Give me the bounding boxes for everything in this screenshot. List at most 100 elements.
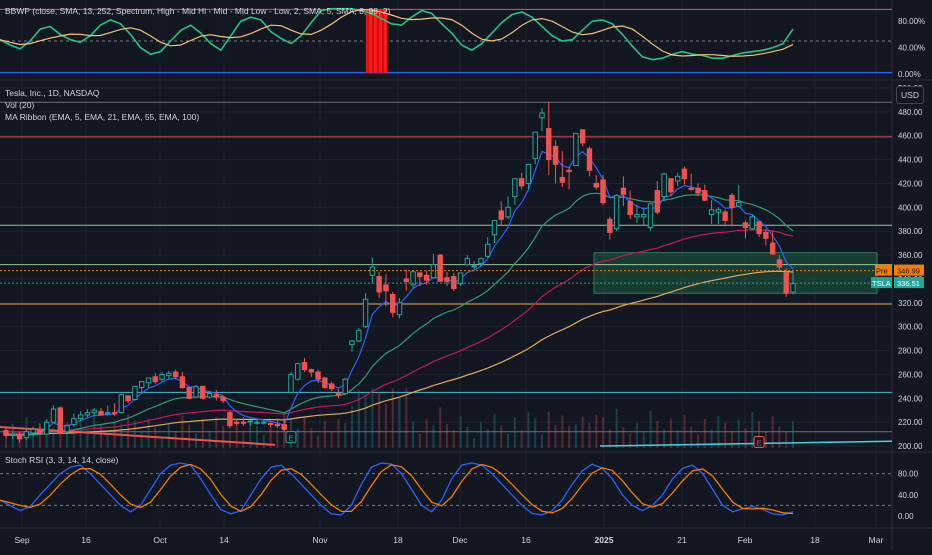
volume-bar — [534, 418, 537, 448]
volume-bar — [771, 416, 774, 448]
volume-bar — [188, 424, 191, 448]
volume-bar — [574, 424, 577, 448]
volume-bar — [242, 430, 245, 448]
candle — [64, 423, 70, 433]
candle — [600, 175, 606, 205]
candle — [417, 271, 423, 287]
candle — [573, 132, 579, 167]
candle — [437, 253, 443, 282]
candle-body — [708, 209, 715, 215]
candle-body — [668, 178, 674, 193]
candle — [145, 377, 152, 388]
candle — [50, 405, 57, 424]
candle-body — [64, 425, 70, 433]
volume-bar — [710, 429, 713, 448]
candle-body — [288, 373, 294, 393]
candle — [484, 237, 491, 258]
volume-bar — [215, 417, 218, 448]
candle — [674, 172, 681, 186]
time-axis-label: 18 — [393, 535, 403, 545]
candle — [328, 381, 335, 392]
stoch-tick-label: 40.00 — [898, 491, 919, 500]
candle — [593, 175, 599, 190]
volume-bar — [86, 430, 89, 448]
candle-body — [579, 129, 586, 144]
volume-bar — [547, 411, 550, 448]
candle-body — [457, 272, 464, 285]
earnings-icon — [285, 431, 297, 444]
candle — [444, 271, 450, 287]
volume-bar — [296, 428, 299, 448]
volume-bar — [398, 397, 401, 448]
volume-bar — [412, 421, 415, 448]
candle — [186, 386, 192, 400]
candle — [301, 357, 308, 373]
volume-bar — [140, 432, 143, 448]
y-tick-label: 320.00 — [898, 299, 923, 308]
currency-button[interactable]: USD — [896, 86, 924, 104]
candle-body — [322, 377, 328, 389]
candle — [213, 389, 220, 401]
volume-bar — [622, 427, 625, 448]
last-price-value: 336.51 — [897, 279, 920, 288]
volume-bar — [269, 420, 272, 448]
y-tick-label: 300.00 — [898, 323, 923, 332]
candle-body — [484, 243, 491, 257]
symbol-tag: TSLA — [872, 279, 891, 288]
candle — [44, 419, 50, 435]
candle-body — [111, 412, 118, 415]
candle-body — [661, 173, 667, 198]
candle-body — [396, 302, 403, 316]
candle — [77, 411, 84, 421]
volume-bar — [669, 418, 672, 448]
candle-body — [681, 168, 688, 180]
volume-bar — [32, 426, 35, 448]
candle-body — [57, 407, 63, 434]
volume-bar — [439, 407, 442, 448]
candle — [410, 270, 416, 289]
volume-legend: Vol (20) — [5, 100, 35, 110]
candle-body — [376, 276, 382, 293]
candle-body — [44, 421, 50, 435]
candle-body — [179, 376, 186, 389]
candle — [763, 228, 769, 246]
candle-body — [525, 163, 532, 184]
volume-bar — [737, 419, 740, 448]
candle — [91, 407, 97, 417]
candle-body — [600, 179, 606, 204]
candle-body — [641, 213, 647, 218]
volume-bar — [629, 433, 632, 448]
candle — [10, 430, 16, 439]
candle — [451, 272, 457, 291]
candle-body — [369, 266, 376, 276]
candle-body — [71, 418, 77, 426]
volume-bar — [72, 434, 75, 448]
volume-bar — [99, 424, 102, 448]
candle — [430, 253, 437, 279]
candle-body — [105, 412, 111, 415]
candle-body — [790, 283, 796, 293]
candle-body — [30, 428, 36, 434]
candle-body — [281, 424, 287, 430]
time-axis-label: Sep — [14, 535, 29, 545]
volume-bar — [724, 423, 727, 448]
candle — [708, 200, 715, 225]
volume-bar — [344, 423, 347, 448]
volume-bar — [507, 433, 510, 448]
time-axis-label: 21 — [677, 535, 687, 545]
volume-bar — [120, 424, 123, 448]
volume-bar — [520, 429, 523, 448]
candle-body — [613, 194, 620, 230]
candle-body — [742, 222, 749, 229]
volume-bar — [276, 429, 279, 448]
candle — [138, 381, 145, 394]
time-axis-label: 16 — [81, 535, 91, 545]
candle-body — [559, 176, 566, 183]
volume-bar — [201, 419, 204, 448]
y-tick-label: 440.00 — [898, 156, 923, 165]
volume-bar — [792, 421, 794, 448]
candle — [471, 261, 477, 270]
candle-body — [518, 178, 525, 187]
